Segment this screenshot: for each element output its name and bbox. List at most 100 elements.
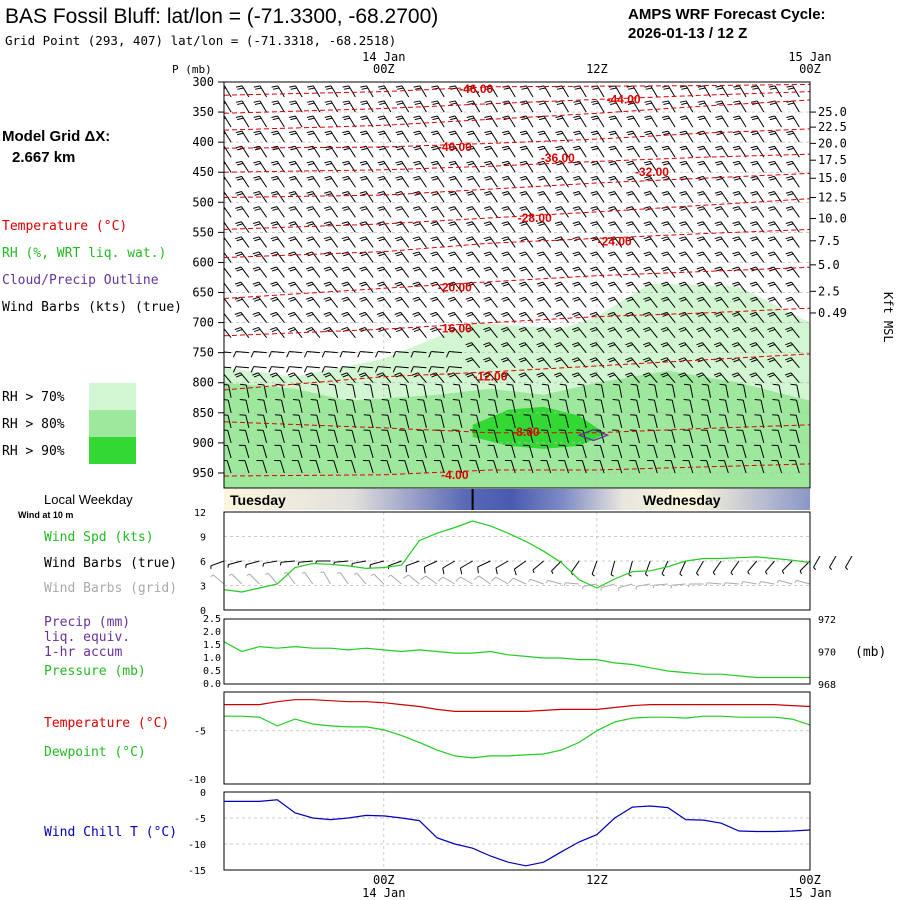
isotherm-line: [224, 91, 810, 114]
model-grid-value: 2.667 km: [12, 149, 75, 166]
wind-barb-xsection: [559, 414, 569, 428]
wind-barb-xsection: [345, 429, 356, 444]
wind-barb-xsection: [359, 221, 374, 233]
wind-barb-xsection: [715, 100, 729, 113]
wind-barb-xsection: [608, 145, 623, 158]
wind-barb-xsection: [327, 444, 339, 459]
wind-barb-xsection: [789, 429, 800, 444]
wind-barb-xsection: [732, 175, 747, 188]
wind-barb-xsection: [461, 82, 462, 83]
wind-barb-xsection: [768, 191, 783, 203]
wind-barb-xsection: [647, 414, 658, 428]
wind-barb-grid: [228, 573, 243, 585]
wind-barb-xsection: [573, 100, 587, 113]
wind-barb-xsection: [451, 459, 463, 474]
wind-barb-xsection: [786, 130, 800, 143]
wind-barb-xsection: [448, 175, 463, 188]
wind-barb-xsection: [571, 357, 587, 369]
wind-barb-grid: [337, 572, 349, 585]
wind-barb-xsection: [750, 251, 765, 263]
wind-barb-xsection: [501, 251, 516, 263]
precip-tick-label: 2.5: [203, 614, 221, 625]
wind-barb-xsection: [536, 296, 552, 308]
precip-tick-label: 1.5: [203, 640, 221, 651]
wind-barb-xsection: [380, 444, 392, 459]
wind-barb-xsection: [224, 383, 232, 398]
wind-barb-xsection: [749, 296, 765, 308]
wind-barb-xsection: [608, 191, 623, 203]
wind-barb-xsection: [678, 326, 694, 338]
wind-barb-xsection: [519, 266, 534, 278]
wind-barb-xsection: [341, 281, 356, 293]
wind-barb-xsection: [554, 206, 569, 218]
wind-barb-xsection: [700, 429, 712, 444]
wind-barb-grid: [490, 576, 509, 585]
wind-barb-xsection: [590, 130, 605, 143]
wind-barb-true: [495, 560, 509, 575]
wind-barb-xsection: [767, 221, 782, 233]
wind-barb-grid: [402, 574, 420, 585]
wind-barb-xsection: [377, 145, 392, 158]
wind-barb-xsection: [323, 221, 339, 233]
wind-barb-xsection: [644, 145, 658, 158]
wind-barb-grid: [670, 583, 686, 589]
wind-barb-grid: [528, 578, 544, 585]
wind-barb-xsection: [554, 221, 569, 233]
wind-barb-xsection: [536, 342, 552, 353]
wind-barb-xsection: [342, 130, 356, 143]
wind-barb-xsection: [644, 100, 658, 113]
wind-barb-xsection: [303, 366, 320, 373]
wind-barb-xsection: [306, 100, 321, 113]
wind-barb-xsection: [394, 296, 410, 308]
wind-barb-xsection: [417, 383, 427, 398]
wind-barb-xsection: [767, 326, 782, 338]
y-tick-label: 6: [200, 557, 206, 568]
wind-barb-xsection: [519, 281, 534, 293]
wind-barb-true: [591, 560, 598, 577]
wind-barb-xsection: [647, 444, 658, 459]
wind-barb-xsection: [625, 326, 640, 338]
wind-barb-xsection: [590, 236, 605, 248]
wind-barb-true: [712, 560, 722, 576]
wind-barb-xsection: [289, 100, 303, 113]
wind-barb-xsection: [451, 444, 463, 459]
wind-barb-xsection: [767, 296, 782, 308]
wind-barb-grid: [758, 581, 775, 585]
wind-barb-true: [513, 560, 527, 576]
wind-barb-xsection: [289, 115, 303, 128]
wind-barb-xsection: [500, 342, 516, 353]
wind-barb-xsection: [718, 414, 729, 428]
wind-barb-xsection: [540, 444, 552, 459]
wind-barb-xsection: [339, 351, 356, 358]
wind-barb-true: [610, 560, 616, 577]
wind-barb-xsection: [501, 266, 516, 278]
wind-barb-xsection: [479, 82, 480, 83]
wind-barb-xsection: [327, 459, 339, 474]
wind-barb-xsection: [558, 429, 569, 444]
wind-barb-xsection: [484, 130, 498, 143]
wind-barb-xsection: [395, 191, 410, 203]
height-tick-label: 15.0: [818, 171, 847, 185]
wind-barb-xsection: [754, 383, 765, 398]
wind-barb-xsection: [434, 444, 445, 459]
rh-90-swatch: [89, 437, 136, 464]
wind-barb-xsection: [505, 444, 516, 459]
wind-barb-xsection: [306, 191, 321, 203]
wind-barb-xsection: [430, 251, 445, 263]
wind-barb-xsection: [732, 236, 747, 248]
wind-barb-xsection: [572, 251, 587, 263]
wind-barb-xsection: [750, 236, 765, 248]
wind-barb-xsection: [357, 351, 374, 358]
wind-barb-xsection: [306, 130, 321, 143]
wind-barb-grid: [455, 576, 473, 585]
wind-barb-xsection: [412, 326, 427, 338]
wind-barb-xsection: [678, 296, 694, 308]
wind-barb-xsection: [625, 251, 640, 263]
wind-barb-xsection: [275, 398, 285, 413]
date-label-15jan-bottom: 15 Jan: [788, 886, 831, 900]
y-tick-label: 0: [200, 788, 206, 799]
wind-barb-xsection: [448, 191, 463, 203]
wind-barb-grid: [320, 571, 331, 585]
isotherm-line: [224, 99, 810, 131]
wind-barb-true: [829, 555, 837, 570]
